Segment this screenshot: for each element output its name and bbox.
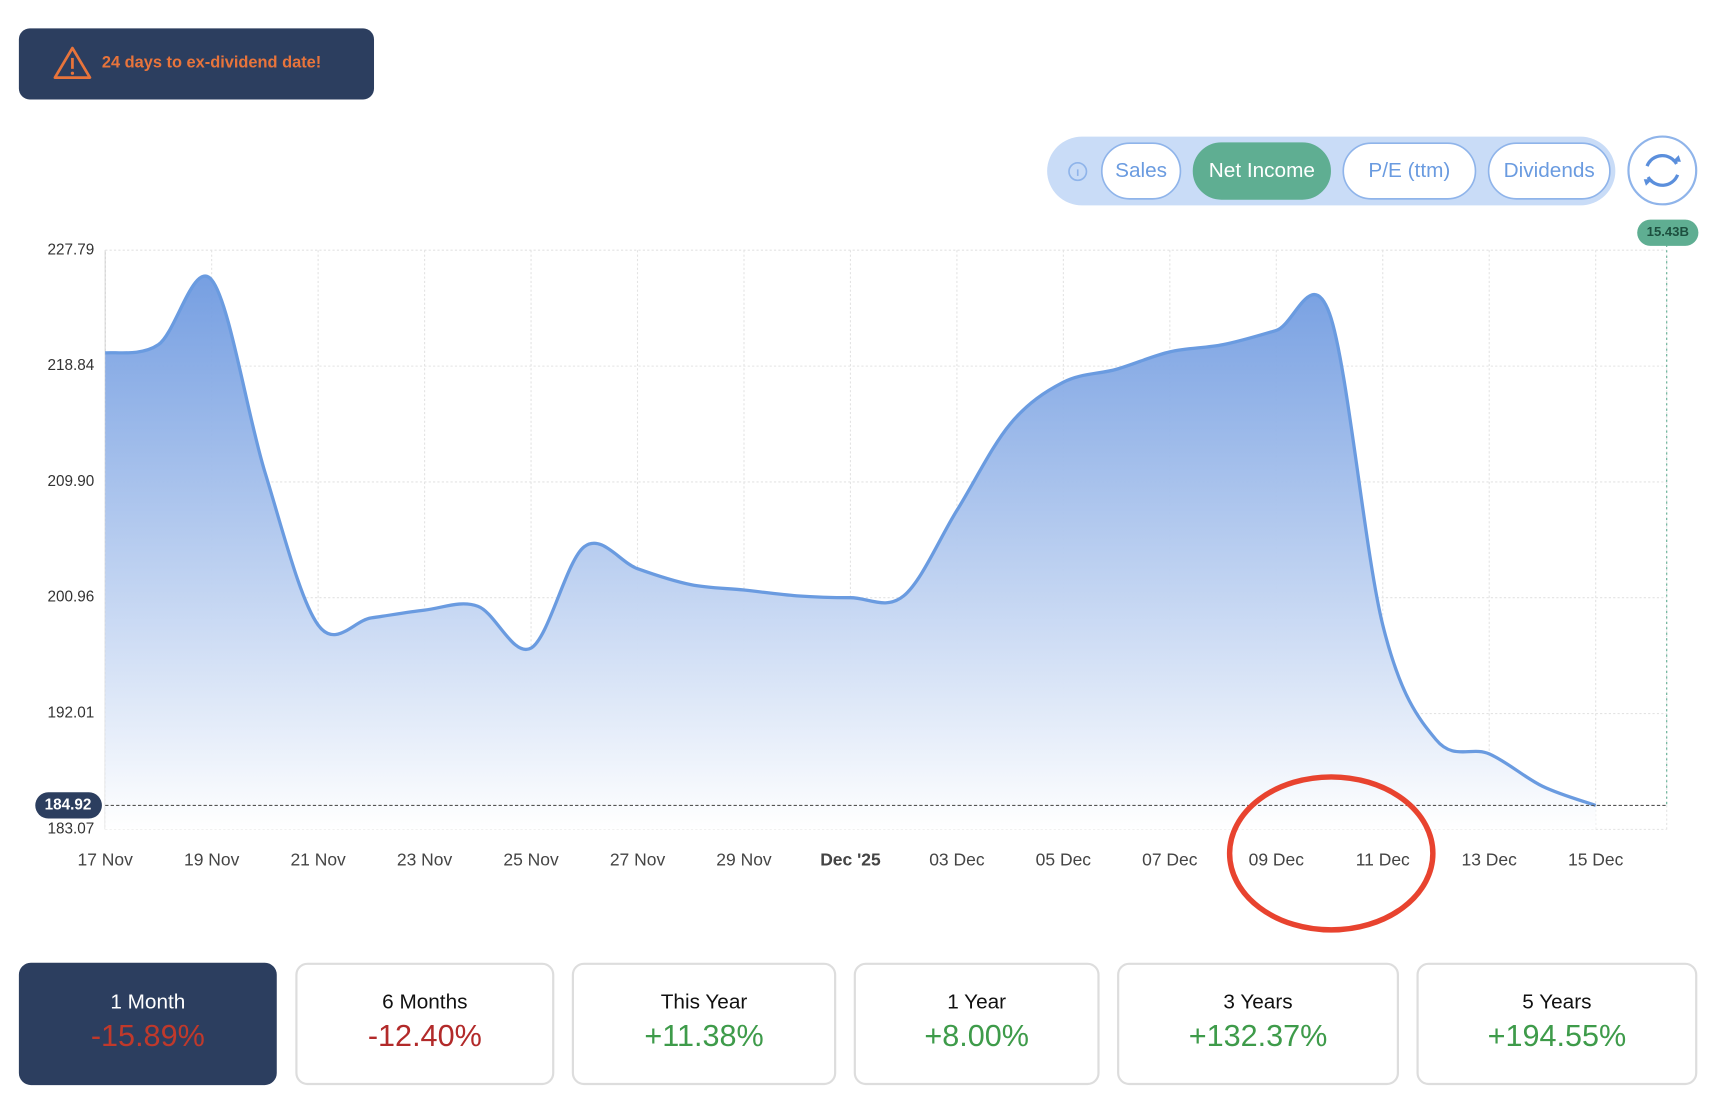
period-label: 1 Month xyxy=(110,991,185,1014)
x-tick-label: 15 Dec xyxy=(1568,850,1624,870)
period-button[interactable] xyxy=(1416,962,1698,1086)
x-tick-label: Dec '25 xyxy=(820,850,881,870)
alert-text: 24 days to ex-dividend date! xyxy=(102,54,321,72)
x-tick-label: 21 Nov xyxy=(290,850,346,870)
y-tick-label: 200.96 xyxy=(48,589,95,606)
period-button[interactable] xyxy=(571,962,837,1086)
y-tick-label: 227.79 xyxy=(48,241,95,258)
x-tick-label: 17 Nov xyxy=(78,850,134,870)
x-tick-label: 25 Nov xyxy=(503,850,559,870)
last-value-badge xyxy=(35,792,102,819)
y-tick-label: 218.84 xyxy=(48,357,95,374)
x-tick-label: 05 Dec xyxy=(1036,850,1092,870)
x-tick-label: 03 Dec xyxy=(929,850,985,870)
toggle-label: Net Income xyxy=(1209,159,1315,182)
annotation-circle xyxy=(1226,774,1436,933)
warning-icon xyxy=(70,71,75,75)
x-tick-label: 07 Dec xyxy=(1142,850,1198,870)
warning-icon xyxy=(53,46,92,79)
x-tick-label: 09 Dec xyxy=(1249,850,1305,870)
y-tick-label: 183.07 xyxy=(48,820,95,837)
toggle-label: P/E (ttm) xyxy=(1368,159,1450,182)
toggle-button[interactable] xyxy=(1100,142,1182,200)
period-button[interactable] xyxy=(853,962,1100,1086)
info-icon[interactable] xyxy=(1068,161,1088,182)
x-tick-label: 11 Dec xyxy=(1356,850,1410,870)
period-button[interactable] xyxy=(1117,962,1399,1086)
period-label: 3 Years xyxy=(1223,991,1292,1014)
y-tick-label: 192.01 xyxy=(48,705,95,722)
period-label: 1 Year xyxy=(947,991,1006,1014)
toggle-button[interactable] xyxy=(1342,142,1477,200)
refresh-button[interactable] xyxy=(1627,135,1698,206)
period-change: -15.89% xyxy=(91,1019,205,1053)
marker-badge xyxy=(1637,219,1699,246)
x-tick-label: 23 Nov xyxy=(397,850,453,870)
period-change: -12.40% xyxy=(368,1019,482,1053)
x-tick-label: 29 Nov xyxy=(716,850,772,870)
toggle-button[interactable] xyxy=(1192,142,1331,200)
period-change: +132.37% xyxy=(1189,1019,1328,1053)
y-tick-label: 209.90 xyxy=(48,473,95,490)
area xyxy=(105,276,1596,830)
refresh-icon xyxy=(1643,155,1681,186)
toggle-button[interactable] xyxy=(1487,142,1611,200)
period-label: 5 Years xyxy=(1522,991,1591,1014)
x-tick-label: 19 Nov xyxy=(184,850,240,870)
toggle-label: Sales xyxy=(1115,159,1167,182)
x-tick-label: 27 Nov xyxy=(610,850,666,870)
marker-label: 15.43B xyxy=(1647,224,1689,239)
period-button[interactable] xyxy=(18,962,277,1086)
line xyxy=(104,274,1597,807)
alert-box[interactable] xyxy=(18,28,375,100)
toggle-bar xyxy=(1047,136,1616,206)
x-tick-label: 13 Dec xyxy=(1462,850,1518,870)
period-button[interactable] xyxy=(295,962,555,1086)
period-change: +11.38% xyxy=(644,1019,763,1053)
period-label: This Year xyxy=(661,991,748,1014)
period-change: +8.00% xyxy=(924,1019,1029,1053)
alert[interactable]: 24 days to ex-dividend date! xyxy=(18,28,375,100)
period-label: 6 Months xyxy=(382,991,467,1014)
last-value-label: 184.92 xyxy=(45,796,92,813)
toggle-label: Dividends xyxy=(1504,159,1595,182)
period-change: +194.55% xyxy=(1488,1019,1627,1053)
